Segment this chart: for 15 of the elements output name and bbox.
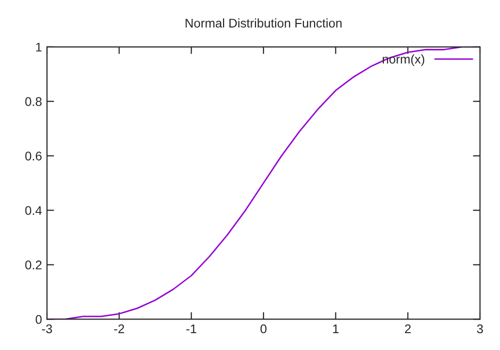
y-tick-label: 1 [36,42,42,52]
x-tick-label: 0 [260,324,266,334]
legend-label: norm(x) [382,54,424,66]
y-tick-label: 0.4 [25,206,42,215]
x-tick-label: 1 [333,324,339,334]
x-tick-label: -3 [42,324,52,334]
x-tick-label: -2 [114,324,124,334]
x-tick-label: 3 [477,324,483,334]
y-tick-label: 0.8 [25,97,42,106]
x-tick-label: 2 [404,324,411,334]
y-tick-label: 0 [36,315,42,324]
y-tick-label: 0.2 [25,260,42,270]
chart-title: Normal Distribution Function [186,18,342,28]
y-tick-label: 0.6 [25,152,42,160]
x-tick-label: -1 [186,324,196,334]
